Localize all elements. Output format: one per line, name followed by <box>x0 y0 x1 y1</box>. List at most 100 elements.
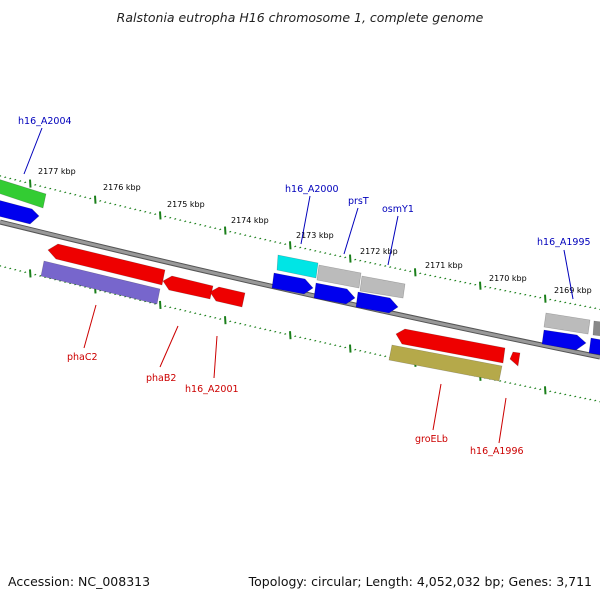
gene-feature[interactable] <box>395 328 506 364</box>
gene-feature[interactable] <box>592 320 600 337</box>
accession-text: Accession: NC_008313 <box>8 574 150 589</box>
gene-label[interactable]: phaB2 <box>146 373 176 384</box>
gene-feature[interactable] <box>162 275 214 300</box>
gene-label[interactable]: h16_A1995 <box>537 237 591 248</box>
gene-feature[interactable] <box>271 272 314 295</box>
tick-mark <box>174 218 177 220</box>
tick-mark <box>284 333 287 335</box>
gene-feature[interactable] <box>0 200 40 225</box>
tick-mark <box>29 179 32 188</box>
tick-mark <box>419 272 422 275</box>
tick-mark <box>149 212 152 214</box>
tick-mark <box>294 245 297 248</box>
tick-mark <box>429 274 432 277</box>
gene-label[interactable]: osmY1 <box>382 204 414 215</box>
kbp-scale: 2177 kbp 2176 kbp 2175 kbp 2174 kbp 2173… <box>38 167 592 295</box>
tick-mark <box>84 196 87 199</box>
gene-label[interactable]: h16_A2001 <box>185 384 239 395</box>
gene-label[interactable]: h16_A2000 <box>285 184 339 195</box>
tick-mark <box>329 253 332 256</box>
label-leader <box>498 397 507 444</box>
tick-mark <box>269 329 272 332</box>
tick-mark <box>444 277 447 280</box>
tick-mark <box>174 307 177 310</box>
tick-mark <box>519 292 522 295</box>
tick-mark <box>4 266 7 269</box>
gene-feature[interactable] <box>355 291 399 314</box>
gene-feature[interactable] <box>0 179 47 209</box>
tick-mark <box>529 386 532 389</box>
label-leader <box>387 215 399 266</box>
tick-mark <box>359 259 362 262</box>
kbp-label: 2175 kbp <box>167 200 205 209</box>
gene-feature[interactable] <box>543 312 591 335</box>
tick-mark <box>39 275 42 277</box>
tick-mark <box>299 246 302 249</box>
map-title: Ralstonia eutropha H16 chromosome 1, com… <box>117 10 484 25</box>
tick-mark <box>324 342 327 344</box>
tick-mark <box>354 258 357 261</box>
tick-mark <box>204 314 207 317</box>
gene-feature[interactable] <box>276 254 319 279</box>
tick-mark <box>384 355 387 358</box>
kbp-label: 2169 kbp <box>554 286 592 295</box>
tick-mark <box>199 313 202 316</box>
tick-mark <box>14 268 17 271</box>
tick-mark <box>514 291 517 294</box>
tick-mark <box>394 267 397 270</box>
gene-label[interactable]: h16_A2004 <box>18 116 72 127</box>
tick-mark <box>504 289 507 292</box>
tick-mark <box>459 280 462 283</box>
tick-mark <box>569 394 572 397</box>
label-leader <box>23 127 43 175</box>
gene-feature[interactable] <box>209 286 246 308</box>
gene-feature[interactable] <box>541 329 587 351</box>
gene-label[interactable]: prsT <box>348 196 369 207</box>
tick-mark <box>514 383 517 386</box>
tick-mark <box>19 180 22 182</box>
tick-mark <box>199 223 202 226</box>
tick-mark <box>524 293 527 296</box>
tick-mark <box>24 271 27 274</box>
gene-feature[interactable] <box>40 260 161 305</box>
gene-feature[interactable] <box>313 282 356 305</box>
tick-mark <box>319 341 322 343</box>
tick-mark <box>499 380 502 382</box>
tick-mark <box>314 339 317 342</box>
tick-mark <box>544 294 547 303</box>
tick-mark <box>274 241 277 243</box>
tick-mark <box>484 285 487 288</box>
tick-mark <box>274 330 277 333</box>
tick-mark <box>144 210 147 213</box>
tick-mark <box>219 228 222 231</box>
tick-mark <box>539 388 542 391</box>
tick-mark <box>359 349 362 352</box>
tick-mark <box>404 269 407 272</box>
tick-mark <box>229 230 232 233</box>
gene-feature[interactable] <box>588 337 600 355</box>
tick-mark <box>374 353 377 356</box>
tick-mark <box>524 385 527 388</box>
tick-mark <box>289 241 292 250</box>
tick-mark <box>104 201 107 204</box>
gene-feature[interactable] <box>388 344 503 382</box>
gene-feature[interactable] <box>47 243 166 286</box>
gene-label[interactable]: phaC2 <box>67 352 98 363</box>
tick-mark <box>509 290 512 293</box>
gene-feature[interactable] <box>316 264 362 289</box>
tick-mark <box>64 191 67 194</box>
tick-mark <box>549 298 552 301</box>
gene-feature[interactable] <box>359 275 406 299</box>
forward-strand <box>0 179 600 355</box>
tick-mark <box>439 276 442 279</box>
gene-feature[interactable] <box>509 351 521 367</box>
tick-track-outer <box>0 175 600 311</box>
label-leader <box>300 195 311 245</box>
tick-mark <box>364 351 367 353</box>
gene-label[interactable]: h16_A1996 <box>470 446 524 457</box>
tick-mark <box>209 226 212 229</box>
tick-mark <box>559 392 562 395</box>
gene-label[interactable]: groELb <box>415 434 448 445</box>
tick-mark <box>179 308 182 311</box>
